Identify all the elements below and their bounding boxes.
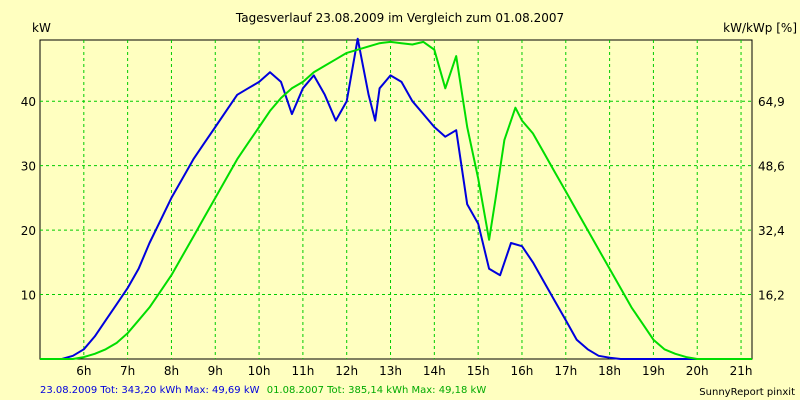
x-tick-label: 14h (423, 364, 446, 378)
footer-brand: SunnyReport pinxit (699, 387, 795, 398)
series-line-2 (40, 40, 752, 360)
x-tick-label: 17h (554, 364, 577, 378)
footer-series1: 23.08.2009 Tot: 343,20 kWh Max: 49,69 kW (40, 385, 260, 396)
footer-series2: 01.08.2007 Tot: 385,14 kWh Max: 49,18 kW (267, 385, 487, 396)
plot-area (39, 39, 753, 360)
x-tick-label: 13h (379, 364, 402, 378)
series-line-1 (40, 37, 698, 360)
chart-title: Tagesverlauf 23.08.2009 im Vergleich zum… (235, 11, 564, 25)
right-tick-label: 48,6 (758, 160, 785, 174)
series-lines (40, 37, 752, 360)
x-tick-label: 16h (511, 364, 534, 378)
left-y-axis: 10 20 30 40 (21, 95, 36, 302)
x-tick-label: 10h (248, 364, 271, 378)
x-tick-label: 8h (164, 364, 179, 378)
x-tick-label: 19h (642, 364, 665, 378)
right-axis-label: kW/kWp [%] (723, 21, 797, 35)
left-axis-label: kW (32, 21, 51, 35)
grid-lines (40, 40, 752, 359)
right-tick-label: 64,9 (758, 95, 785, 109)
right-tick-label: 32,4 (758, 224, 785, 238)
right-y-axis: 16,2 32,4 48,6 64,9 (758, 95, 785, 302)
x-tick-label: 12h (335, 364, 358, 378)
y-tick-label: 40 (21, 95, 36, 109)
x-axis: 6h 7h 8h 9h 10h 11h 12h 13h 14h 15h 16h 17h 18h 19h 20… (76, 364, 752, 378)
y-tick-label: 20 (21, 224, 36, 238)
x-tick-label: 20h (686, 364, 709, 378)
x-tick-label: 18h (598, 364, 621, 378)
right-tick-label: 16,2 (758, 289, 785, 303)
x-tick-label: 9h (208, 364, 223, 378)
x-tick-label: 11h (291, 364, 314, 378)
x-tick-label: 15h (467, 364, 490, 378)
x-tick-label: 6h (76, 364, 91, 378)
x-tick-label: 7h (120, 364, 135, 378)
footer-legend: 23.08.2009 Tot: 343,20 kWh Max: 49,69 kW… (40, 385, 486, 396)
y-tick-label: 10 (21, 289, 36, 303)
y-tick-label: 30 (21, 160, 36, 174)
x-tick-label: 21h (730, 364, 753, 378)
